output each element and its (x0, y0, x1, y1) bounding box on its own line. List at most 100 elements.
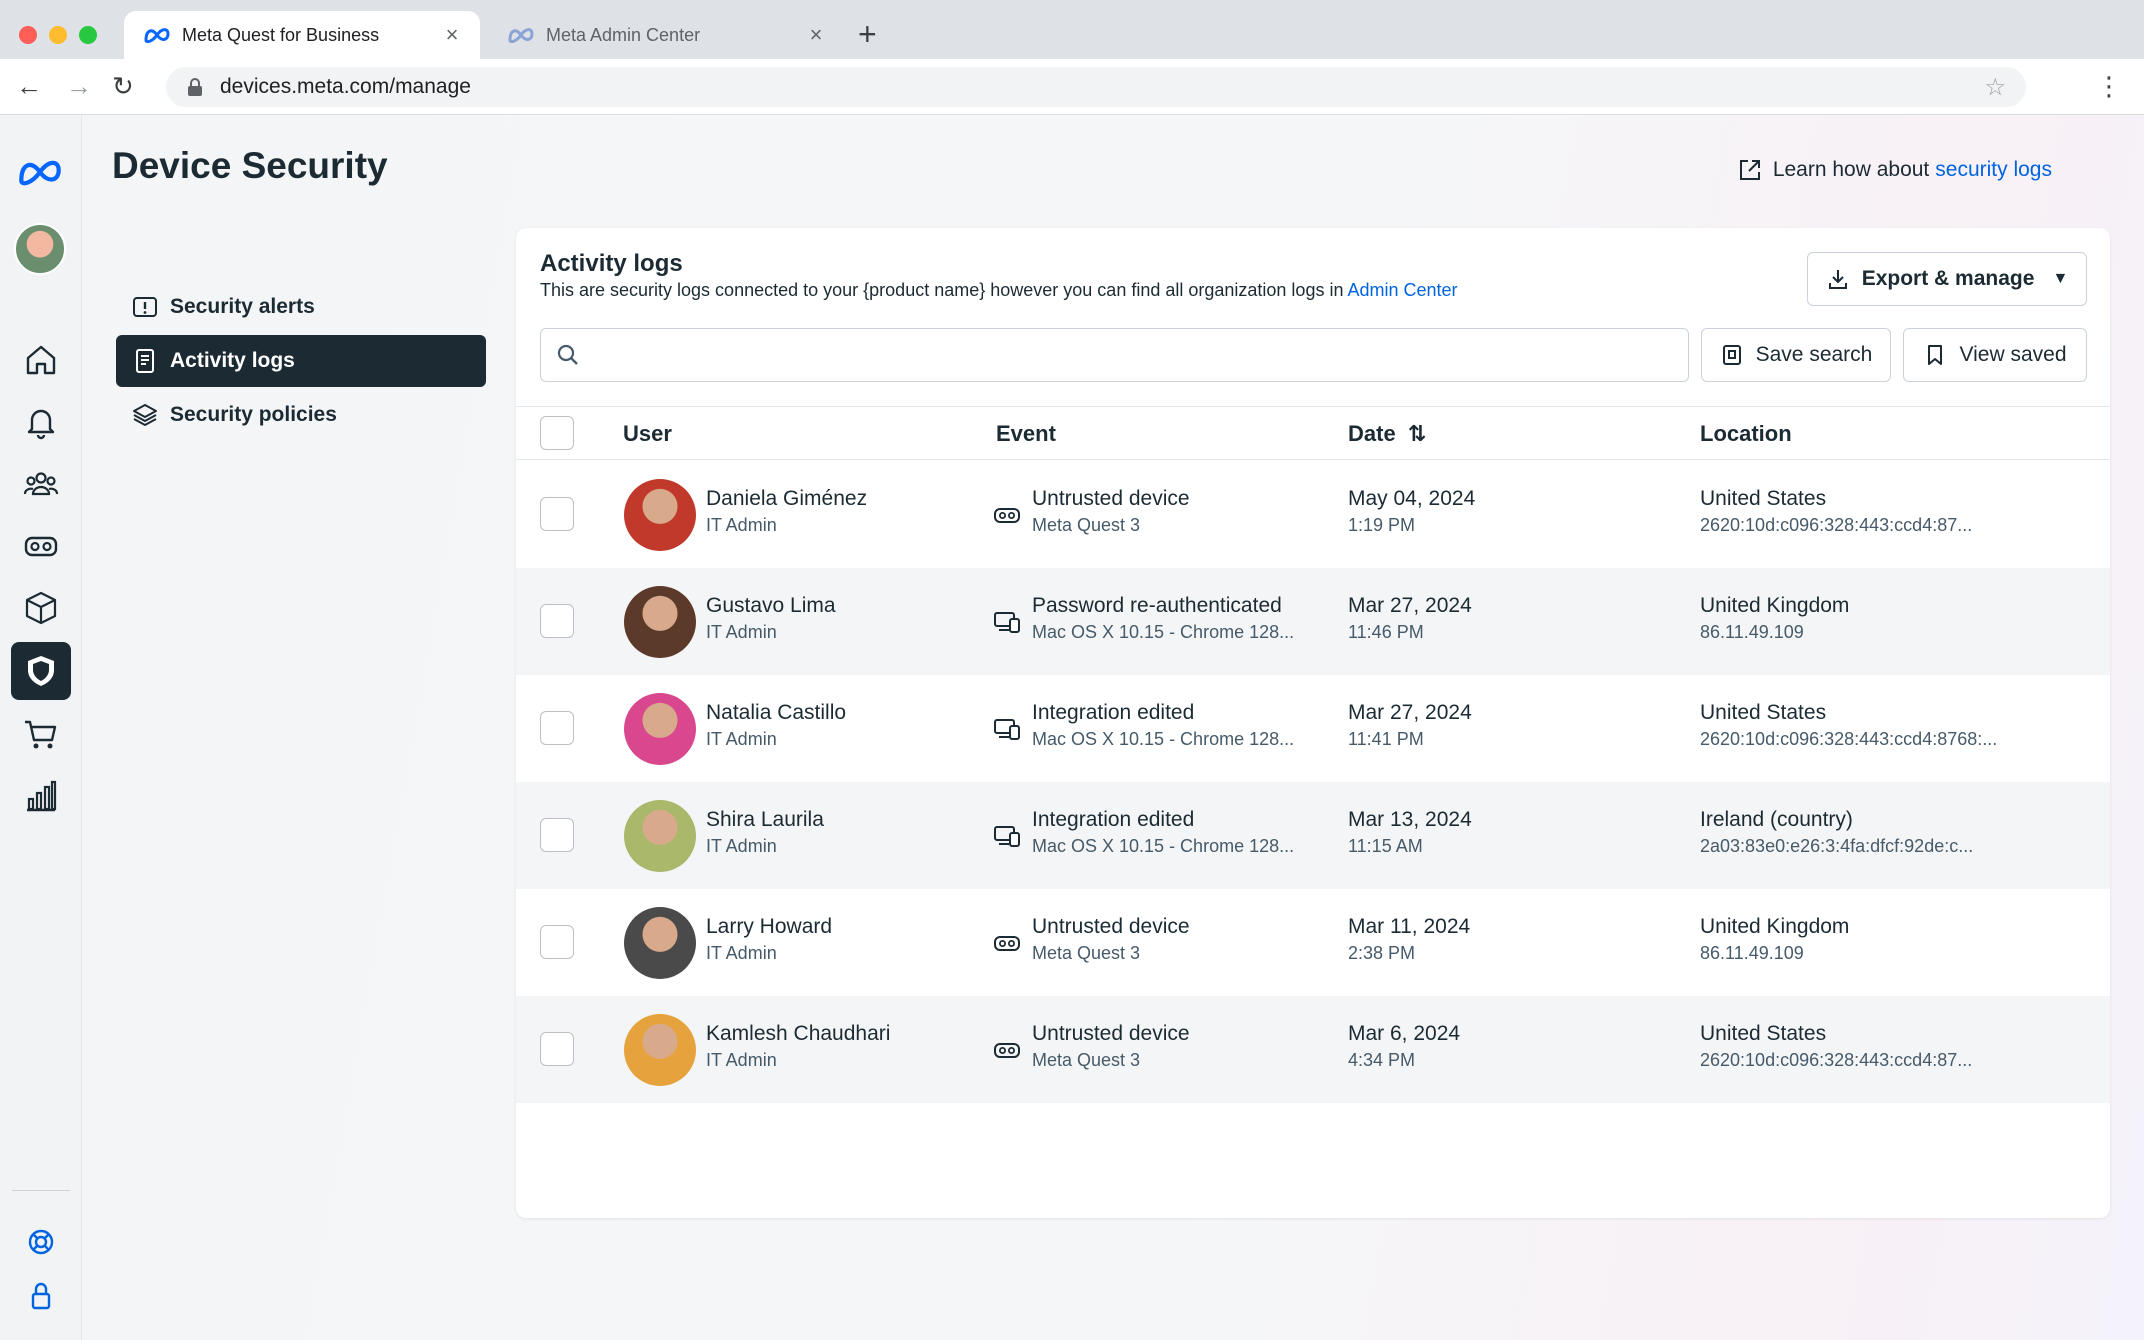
event-detail: Meta Quest 3 (1032, 943, 1141, 963)
row-checkbox[interactable] (540, 1032, 574, 1066)
event-time: 11:41 PM (1348, 729, 1424, 749)
location-name: United Kingdom (1700, 915, 1850, 938)
row-checkbox[interactable] (540, 497, 574, 531)
external-link-icon (1739, 160, 1760, 180)
card-description: This are security logs connected to your… (540, 280, 1458, 301)
subnav-item-security-alerts[interactable]: Security alerts (116, 281, 486, 333)
new-tab-icon[interactable]: + (858, 16, 877, 52)
avatar[interactable] (14, 223, 66, 275)
user-name: Larry Howard (706, 915, 833, 938)
location-name: United States (1700, 487, 1827, 510)
close-window-button[interactable] (19, 26, 37, 44)
table-row[interactable]: Larry Howard IT Admin Untrusted device Meta… (516, 889, 2110, 996)
table-row[interactable]: Kamlesh Chaudhari IT Admin Untrusted devic… (516, 996, 2110, 1103)
row-checkbox[interactable] (540, 604, 574, 638)
event-name: Integration edited (1032, 808, 1195, 831)
meta-logo-icon[interactable] (14, 155, 66, 189)
save-search-button[interactable]: Save search (1701, 328, 1891, 382)
location-ip: 2a03:83e0:e26:3:4fa:dfcf:92de:c... (1700, 836, 1974, 856)
column-header-event: Event (996, 421, 1056, 446)
cart-icon[interactable] (11, 705, 71, 763)
event-date: Mar 27, 2024 (1348, 701, 1472, 724)
learn-security-logs-link[interactable]: Learn how about security logs (1737, 157, 2052, 183)
event-detail: Mac OS X 10.15 - Chrome 128... (1032, 836, 1295, 856)
row-checkbox[interactable] (540, 925, 574, 959)
avatar (624, 907, 696, 979)
home-icon[interactable] (11, 331, 71, 389)
maximize-window-button[interactable] (79, 26, 97, 44)
subnav-item-label: Activity logs (170, 349, 295, 372)
location-name: United Kingdom (1700, 594, 1850, 617)
event-time: 4:34 PM (1348, 1050, 1416, 1070)
table-row[interactable]: Natalia Castillo IT Admin Integration edit… (516, 675, 2110, 782)
location-ip: 86.11.49.109 (1700, 622, 1804, 642)
people-icon[interactable] (11, 455, 71, 513)
devices-icon (993, 608, 1021, 636)
avatar (624, 479, 696, 551)
bookmark-star-icon[interactable]: ☆ (1984, 73, 2006, 101)
user-role: IT Admin (706, 515, 777, 535)
subnav-item-label: Security policies (170, 403, 337, 426)
close-icon[interactable]: × (809, 22, 823, 47)
export-label: Export & manage (1861, 267, 2035, 290)
reload-icon[interactable]: ↻ (112, 71, 134, 101)
admin-center-link[interactable]: Admin Center (1347, 280, 1458, 300)
search-icon (557, 344, 578, 365)
forward-arrow-icon[interactable]: → (66, 71, 92, 101)
user-name: Daniela Giménez (706, 487, 868, 510)
search-input[interactable] (593, 343, 1674, 367)
rail-divider (12, 1190, 70, 1191)
headset-icon (993, 929, 1021, 957)
table-row[interactable]: Daniela Giménez IT Admin Untrusted device M… (516, 461, 2110, 568)
bell-icon[interactable] (11, 393, 71, 451)
event-detail: Meta Quest 3 (1032, 1050, 1141, 1070)
row-checkbox[interactable] (540, 818, 574, 852)
security-logs-link[interactable]: security logs (1935, 158, 2052, 181)
description-text: This are security logs connected to your… (540, 280, 1344, 300)
tab-title: Meta Quest for Business (182, 24, 380, 45)
close-icon[interactable]: × (445, 22, 459, 47)
location-name: United States (1700, 1022, 1827, 1045)
select-all-checkbox[interactable] (540, 416, 574, 450)
column-header-date[interactable]: Date ⇅ (1348, 421, 1427, 446)
security-subnav: Security alerts Activity logs Security p… (116, 281, 486, 443)
app: Device Security Learn how about security… (0, 115, 2144, 1340)
address-bar[interactable]: devices.meta.com/manage ☆ (166, 67, 2026, 107)
save-search-label: Save search (1755, 343, 1873, 366)
column-header-location: Location (1700, 421, 1792, 446)
learn-prefix: Learn how about (1772, 158, 1930, 181)
headset-icon (993, 501, 1021, 529)
view-saved-button[interactable]: View saved (1903, 328, 2087, 382)
user-name: Natalia Castillo (706, 701, 847, 724)
browser-tab-admin[interactable]: Meta Admin Center × (488, 11, 844, 59)
cube-icon[interactable] (11, 579, 71, 637)
event-date: May 04, 2024 (1348, 487, 1476, 510)
browser-toolbar: ← → ↻ devices.meta.com/manage ☆ ⋮ (0, 59, 2144, 115)
export-manage-button[interactable]: Export & manage ▼ (1807, 252, 2087, 306)
user-name: Shira Laurila (706, 808, 824, 831)
help-icon[interactable] (11, 1213, 71, 1271)
headset-icon[interactable] (11, 517, 71, 575)
minimize-window-button[interactable] (49, 26, 67, 44)
meta-logo-icon (144, 28, 170, 44)
subnav-item-activity-logs[interactable]: Activity logs (116, 335, 486, 387)
table-header: User Event Date ⇅ Location (516, 406, 2110, 460)
devices-icon (993, 715, 1021, 743)
user-role: IT Admin (706, 1050, 777, 1070)
shield-icon[interactable] (11, 642, 71, 700)
table-row[interactable]: Shira Laurila IT Admin Integration edited M… (516, 782, 2110, 889)
caret-down-icon: ▼ (2052, 270, 2069, 287)
user-name: Gustavo Lima (706, 594, 836, 617)
chart-icon[interactable] (11, 767, 71, 825)
event-date: Mar 13, 2024 (1348, 808, 1472, 831)
subnav-item-security-policies[interactable]: Security policies (116, 389, 486, 441)
search-field[interactable] (540, 328, 1689, 382)
browser-tab-quest[interactable]: Meta Quest for Business × (124, 11, 480, 59)
lock-icon[interactable] (11, 1267, 71, 1325)
back-arrow-icon[interactable]: ← (16, 71, 42, 101)
browser-menu-icon[interactable]: ⋮ (2096, 71, 2122, 101)
card-title: Activity logs (540, 250, 683, 277)
table-row[interactable]: Gustavo Lima IT Admin Password re-authenti… (516, 568, 2110, 675)
sort-icon[interactable]: ⇅ (1407, 421, 1427, 446)
row-checkbox[interactable] (540, 711, 574, 745)
